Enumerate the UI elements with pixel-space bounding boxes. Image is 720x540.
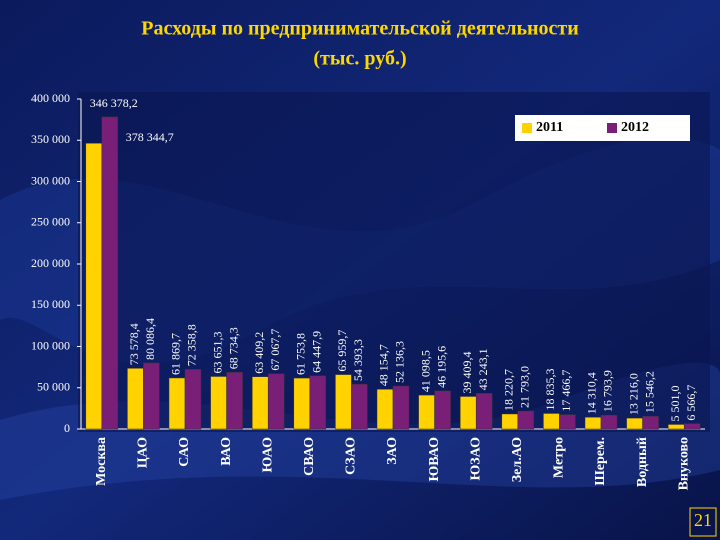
legend-box bbox=[515, 115, 690, 141]
x-tick-label: ВАО bbox=[219, 437, 234, 466]
y-tick-label: 300 000 bbox=[31, 173, 70, 187]
x-tick-label: ЗАО bbox=[385, 437, 400, 465]
value-label: 61 753,8 bbox=[294, 333, 308, 375]
value-label: 5 501,0 bbox=[668, 385, 682, 421]
value-label: 54 393,3 bbox=[351, 339, 365, 381]
x-tick-label: СЗАО bbox=[344, 437, 359, 475]
x-tick-label: Шерем. bbox=[593, 437, 608, 486]
bar bbox=[335, 374, 352, 430]
value-label: 15 546,2 bbox=[642, 371, 656, 413]
bar bbox=[210, 376, 227, 430]
bar bbox=[351, 383, 368, 430]
value-label: 16 793,9 bbox=[601, 370, 615, 412]
value-label: 48 154,7 bbox=[377, 344, 391, 386]
legend-swatch bbox=[522, 123, 532, 133]
value-label: 6 566,7 bbox=[684, 385, 698, 421]
bar bbox=[143, 362, 160, 430]
bar bbox=[251, 376, 269, 430]
value-label: 18 220,7 bbox=[502, 369, 516, 411]
legend-swatch bbox=[607, 123, 617, 133]
bar bbox=[85, 142, 103, 430]
value-label: 61 869,7 bbox=[169, 333, 183, 375]
bar bbox=[459, 396, 477, 430]
bar bbox=[501, 413, 519, 430]
bar bbox=[434, 390, 451, 430]
bar bbox=[267, 373, 285, 430]
value-label: 52 136,3 bbox=[393, 341, 407, 383]
bar bbox=[226, 372, 243, 430]
y-tick-label: 0 bbox=[64, 421, 70, 435]
bar bbox=[293, 377, 311, 430]
bar bbox=[626, 417, 643, 430]
x-tick-label: Водный bbox=[635, 437, 650, 487]
x-tick-label: Метро bbox=[552, 437, 567, 478]
legend-label: 2011 bbox=[536, 120, 563, 135]
value-label: 39 409,4 bbox=[460, 351, 474, 393]
value-label: 46 195,6 bbox=[434, 346, 448, 388]
y-tick-label: 100 000 bbox=[31, 338, 70, 352]
y-tick-label: 150 000 bbox=[31, 297, 70, 311]
value-label: 72 358,8 bbox=[185, 324, 199, 366]
y-tick-label: 200 000 bbox=[31, 256, 70, 270]
value-label: 64 447,9 bbox=[310, 331, 324, 373]
y-tick-label: 50 000 bbox=[37, 380, 70, 394]
value-label: 80 086,4 bbox=[143, 318, 157, 360]
y-tick-label: 350 000 bbox=[31, 132, 70, 146]
y-tick-label: 400 000 bbox=[31, 91, 70, 105]
bar bbox=[600, 414, 618, 430]
bar bbox=[418, 394, 435, 430]
bar bbox=[392, 385, 410, 430]
value-label: 13 216,0 bbox=[626, 373, 640, 415]
value-label: 346 378,2 bbox=[90, 96, 138, 110]
bar bbox=[127, 368, 144, 430]
bar bbox=[101, 116, 119, 430]
value-label: 18 835,3 bbox=[543, 368, 557, 410]
bar bbox=[517, 410, 535, 430]
value-label: 68 734,3 bbox=[226, 327, 240, 369]
value-label: 65 959,7 bbox=[335, 330, 349, 372]
bar bbox=[559, 414, 576, 430]
bar bbox=[543, 413, 560, 430]
value-label: 63 409,2 bbox=[252, 332, 266, 374]
value-label: 73 578,4 bbox=[127, 323, 141, 365]
bar bbox=[184, 369, 202, 430]
chart-title: Расходы по предпринимательской деятельно… bbox=[141, 18, 579, 40]
x-tick-label: ЮВАО bbox=[427, 437, 442, 482]
value-label: 17 466,7 bbox=[559, 370, 573, 412]
page-number-box bbox=[689, 507, 717, 537]
x-tick-label: ЮЗАО bbox=[468, 437, 483, 481]
bar bbox=[168, 377, 186, 430]
x-tick-label: ЦАО bbox=[136, 437, 151, 468]
value-label: 41 098,5 bbox=[418, 350, 432, 392]
chart-subtitle: (тыс. руб.) bbox=[313, 48, 406, 70]
x-tick-label: Внуково bbox=[676, 437, 691, 490]
x-tick-label: ЮАО bbox=[260, 437, 275, 473]
bar bbox=[376, 389, 394, 430]
bar bbox=[683, 423, 701, 430]
x-tick-label: Москва bbox=[94, 437, 109, 486]
value-label: 378 344,7 bbox=[126, 130, 174, 144]
bar bbox=[584, 416, 602, 430]
value-label: 21 793,0 bbox=[518, 366, 532, 408]
plot-area bbox=[78, 92, 710, 432]
bar bbox=[309, 375, 327, 430]
value-label: 67 067,7 bbox=[268, 329, 282, 371]
x-tick-label: Зел.АО bbox=[510, 437, 525, 482]
value-label: 43 243,1 bbox=[476, 348, 490, 390]
value-label: 63 651,3 bbox=[210, 331, 224, 373]
bar bbox=[475, 393, 493, 430]
y-tick-label: 250 000 bbox=[31, 215, 70, 229]
x-tick-label: СВАО bbox=[302, 437, 317, 476]
value-label: 14 310,4 bbox=[585, 372, 599, 414]
x-tick-label: САО bbox=[177, 437, 192, 467]
page-number: 21 bbox=[694, 510, 712, 530]
bar bbox=[642, 415, 659, 430]
bar bbox=[667, 424, 685, 430]
legend-label: 2012 bbox=[621, 120, 649, 135]
